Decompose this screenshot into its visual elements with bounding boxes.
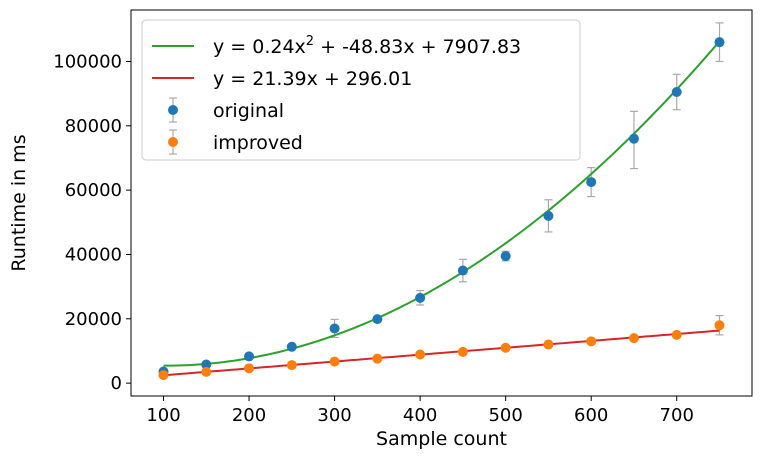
data-point-improved: [201, 366, 212, 377]
legend-entry-label: y = 0.24x2 + -48.83x + 7907.83: [213, 34, 521, 58]
data-point-original: [714, 37, 725, 48]
data-point-original: [244, 351, 255, 362]
x-tick-label: 400: [403, 405, 437, 426]
plot-frame: [130, 9, 753, 397]
legend-entry-label: improved: [213, 132, 303, 154]
x-tick-label: 100: [146, 405, 180, 426]
data-point-original: [201, 359, 212, 370]
data-point-original: [500, 251, 511, 262]
data-point-original: [457, 265, 468, 276]
data-point-improved: [244, 363, 255, 374]
fit-line: [163, 329, 720, 377]
data-point-improved: [415, 349, 426, 360]
plot-area: [158, 22, 725, 381]
x-tick-label: 700: [660, 405, 694, 426]
y-tick-label: 80000: [65, 116, 122, 137]
data-point-improved: [628, 333, 639, 344]
y-tick-label: 0: [111, 373, 122, 394]
data-point-original: [671, 87, 682, 98]
legend-entry-rest: + -48.83x + 7907.83: [314, 36, 521, 58]
data-point-improved: [714, 320, 725, 331]
x-axis-label: Sample count: [376, 428, 507, 450]
data-point-improved: [286, 360, 297, 371]
data-point-original: [415, 292, 426, 303]
data-points: [158, 37, 725, 381]
y-tick-label: 40000: [65, 244, 122, 265]
data-point-improved: [457, 346, 468, 357]
y-axis-label: Runtime in ms: [8, 134, 30, 271]
legend-entry-main: y = 0.24x: [213, 36, 306, 58]
fit-line: [163, 40, 721, 367]
data-point-original: [329, 323, 340, 334]
x-tick-label: 300: [317, 405, 351, 426]
fit-lines: [163, 40, 721, 377]
data-point-improved: [671, 329, 682, 340]
legend: y = 0.24x2 + -48.83x + 7907.83 y = 21.39x…: [141, 19, 581, 161]
y-axis: 0 20000 40000 60000 80000 100000: [53, 51, 131, 394]
legend-entry-label: original: [213, 100, 284, 122]
y-tick-label: 100000: [53, 51, 122, 72]
data-point-original: [543, 210, 554, 221]
data-point-improved: [543, 339, 554, 350]
legend-marker-swatch: [168, 105, 178, 115]
legend-marker-swatch: [168, 137, 178, 147]
data-point-improved: [372, 353, 383, 364]
x-tick-label: 500: [488, 405, 522, 426]
data-point-improved: [329, 356, 340, 367]
legend-entry-main: y = 21.39x + 296.01: [213, 68, 412, 90]
x-tick-label: 600: [574, 405, 608, 426]
y-tick-label: 20000: [65, 309, 122, 330]
data-point-original: [586, 177, 597, 188]
y-tick-label: 60000: [65, 180, 122, 201]
data-point-original: [286, 341, 297, 352]
x-tick-label: 200: [232, 405, 266, 426]
legend-entry-superscript: 2: [306, 34, 314, 49]
data-point-original: [628, 133, 639, 144]
data-point-improved: [158, 370, 169, 381]
legend-box: [141, 19, 581, 161]
x-axis: 100 200 300 400 500 600 700: [146, 396, 694, 426]
data-point-original: [372, 314, 383, 325]
data-point-improved: [586, 336, 597, 347]
data-point-improved: [500, 342, 511, 353]
legend-entry-label: y = 21.39x + 296.01: [213, 68, 412, 90]
